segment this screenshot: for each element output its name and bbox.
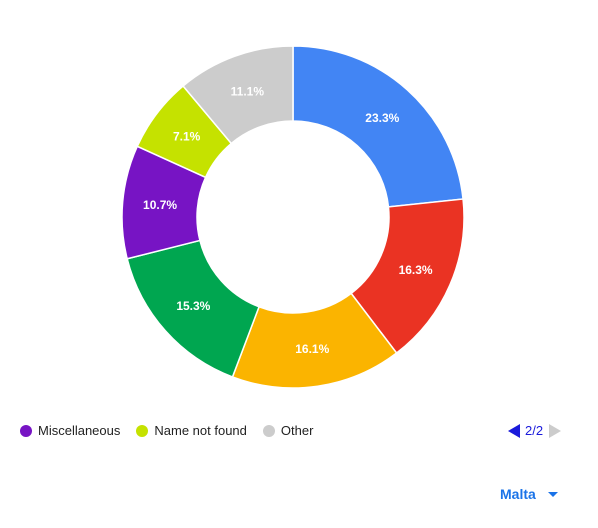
pager-text: 2/2	[525, 423, 544, 438]
region-dropdown-label: Malta	[500, 486, 536, 502]
caret-down-icon	[547, 491, 558, 497]
slice-label: 23.3%	[365, 111, 399, 125]
legend-dot-other	[262, 424, 275, 437]
legend-item-other[interactable]: Other	[262, 423, 314, 438]
legend-item-name-not-found[interactable]: Name not found	[136, 423, 247, 438]
legend-dot-name-not-found	[136, 424, 149, 437]
triangle-left-icon[interactable]	[508, 423, 520, 438]
legend-label-miscellaneous: Miscellaneous	[38, 423, 121, 438]
legend-item-miscellaneous[interactable]: Miscellaneous	[20, 423, 120, 438]
slice-label: 10.7%	[143, 198, 177, 212]
slice-label: 7.1%	[173, 129, 201, 143]
legend-label-name-not-found: Name not found	[154, 423, 247, 438]
legend-label-other: Other	[280, 423, 314, 438]
region-dropdown[interactable]: Malta	[500, 486, 558, 502]
legend: Miscellaneous Name not found Other	[20, 423, 329, 438]
donut-slice[interactable]	[182, 45, 294, 145]
legend-pager: 2/2	[508, 423, 562, 438]
slice-label: 16.3%	[399, 263, 433, 277]
slice-label: 11.1%	[231, 85, 265, 99]
legend-dot-miscellaneous	[20, 424, 32, 437]
donut-slice[interactable]	[292, 45, 464, 208]
donut-chart-svg: 23.3% 16.3% 16.1% 15.3% 10.7% 7.1% 11.1%	[121, 45, 465, 389]
slice-label: 15.3%	[176, 299, 210, 313]
triangle-right-icon	[549, 423, 562, 438]
slice-label: 16.1%	[295, 342, 329, 356]
